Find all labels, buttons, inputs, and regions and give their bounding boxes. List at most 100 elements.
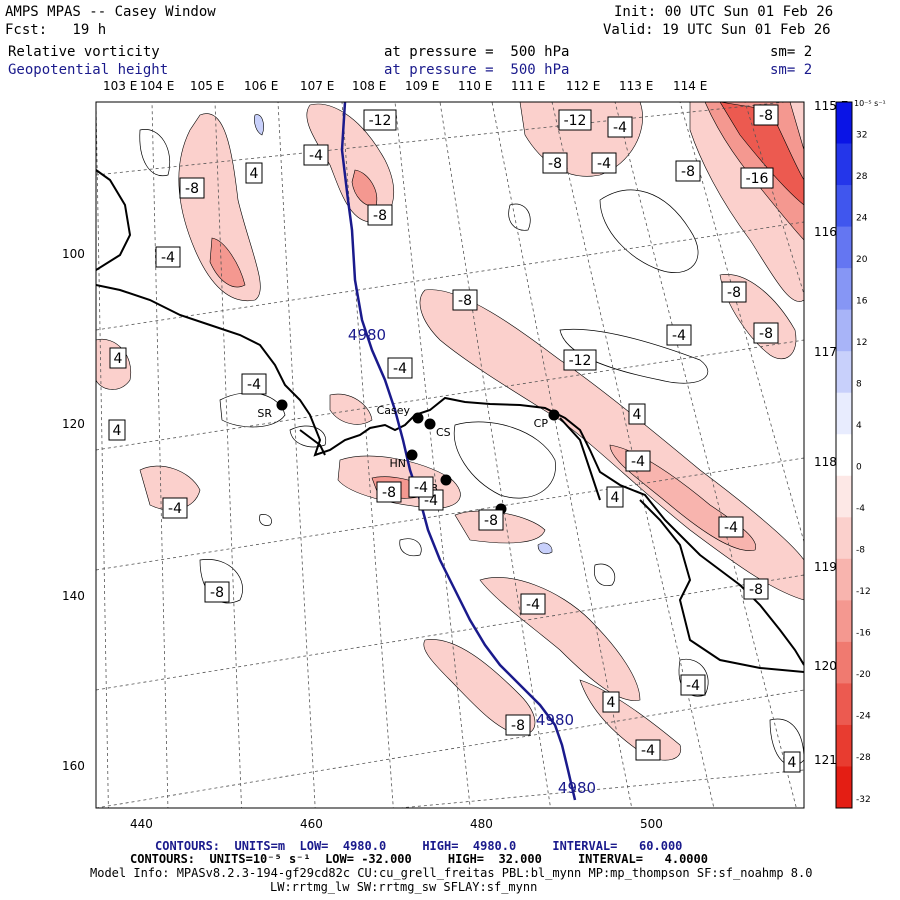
vorticity-label: 4	[611, 490, 620, 506]
lon-label-top: 105 E	[190, 79, 224, 93]
vorticity-label-box	[753, 322, 779, 344]
colorbar-label: -4	[856, 504, 865, 514]
vorticity-label-box	[680, 674, 706, 696]
station-label: CS	[436, 426, 451, 439]
vorticity-label-box	[179, 177, 205, 199]
x-tick-label: 440	[130, 817, 153, 831]
station-label: HN	[390, 457, 407, 470]
station-marker[interactable]	[440, 474, 452, 486]
vort-area	[209, 237, 246, 288]
valid-time: Valid: 19 UTC Sun 01 Feb 26	[603, 22, 831, 38]
vorticity-label-box	[607, 116, 633, 138]
vorticity-label: -12	[564, 113, 587, 129]
vorticity-label: -8	[511, 718, 525, 734]
station-marker[interactable]	[276, 399, 288, 411]
vorticity-label: -4	[247, 377, 261, 393]
colorbar-swatch	[836, 434, 852, 477]
vorticity-label: -16	[746, 171, 769, 187]
vorticity-label-box	[602, 691, 620, 713]
vorticity-label-box	[303, 144, 329, 166]
colorbar-label: -16	[856, 629, 871, 639]
vorticity-label-box	[606, 486, 624, 508]
vorticity-label-box	[740, 167, 774, 189]
colorbar-swatch	[836, 683, 852, 726]
field2-level: at pressure = 500 hPa	[384, 62, 570, 78]
height-contour-label: 4980	[536, 711, 574, 729]
vorticity-label-box	[367, 204, 393, 226]
colorbar-swatch	[836, 558, 852, 601]
vorticity-label-box	[635, 739, 661, 761]
station-marker[interactable]	[406, 449, 418, 461]
lon-label-top: 113 E	[619, 79, 653, 93]
vorticity-label: -8	[373, 208, 387, 224]
x-tick-label: 460	[300, 817, 323, 831]
colorbar-label: 8	[856, 379, 862, 389]
geopotential-contour	[340, 102, 577, 801]
plot-frame	[95, 101, 805, 809]
colorbar-swatch	[836, 392, 852, 435]
colorbar-swatch	[836, 766, 852, 809]
vorticity-label: 4	[788, 755, 797, 771]
vorticity-label: 4	[633, 407, 642, 423]
lon-label-top: 114 E	[673, 79, 707, 93]
vorticity-label: -8	[382, 485, 396, 501]
vorticity-label: 4	[114, 351, 123, 367]
y-tick-label: 140	[62, 589, 85, 603]
colorbar-swatch	[836, 143, 852, 186]
vorticity-label-box	[563, 349, 597, 371]
vorticity-label: -8	[484, 513, 498, 529]
vorticity-label: -4	[168, 501, 182, 517]
colorbar: 32 28 24 20 16 12 8 4 0 -4 -8 -12 -16 -20 -24 -28 -32 10⁻…	[835, 99, 886, 809]
vorticity-label-box	[558, 109, 592, 131]
colorbar-swatch	[836, 724, 852, 767]
vorticity-label: -4	[613, 120, 627, 136]
vorticity-label: -8	[749, 582, 763, 598]
vorticity-label: -8	[185, 181, 199, 197]
vorticity-label-box	[542, 152, 568, 174]
lon-label-top: 112 E	[566, 79, 600, 93]
vorticity-label: 4	[607, 695, 616, 711]
height-contour-label: 4980	[348, 326, 386, 344]
station-marker[interactable]	[412, 412, 424, 424]
colorbar-swatch	[836, 185, 852, 228]
lon-label-top: 108 E	[352, 79, 386, 93]
vort-area	[254, 114, 264, 136]
lon-label-top: 109 E	[405, 79, 439, 93]
vorticity-label-box	[721, 281, 747, 303]
model-title: AMPS MPAS -- Casey Window	[5, 4, 216, 20]
height-contour-label: 4980	[558, 779, 596, 797]
footer-height-contours: CONTOURS: UNITS=m LOW= 4980.0 HIGH= 4980…	[155, 839, 683, 853]
lon-label-top: 107 E	[300, 79, 334, 93]
lon-label-top: 103 E	[103, 79, 137, 93]
vorticity-label-box	[204, 581, 230, 603]
colorbar-label: -24	[856, 712, 871, 722]
vorticity-label: 4	[113, 423, 122, 439]
colorbar-swatch	[836, 102, 852, 145]
vorticity-label-box	[591, 152, 617, 174]
field1-level: at pressure = 500 hPa	[384, 44, 570, 60]
vorticity-label-box	[387, 357, 413, 379]
vorticity-label: -4	[526, 597, 540, 613]
colorbar-label: -12	[856, 587, 871, 597]
field2-name: Geopotential height	[8, 62, 169, 78]
vorticity-label-box	[478, 509, 504, 531]
vorticity-label: -4	[686, 678, 700, 694]
vorticity-label: -4	[161, 250, 175, 266]
vorticity-label: -4	[309, 148, 323, 164]
vort-area	[419, 289, 804, 601]
vorticity-label-box	[505, 714, 531, 736]
x-tick-label: 500	[640, 817, 663, 831]
vorticity-label: -4	[414, 480, 428, 496]
y-tick-label: 120	[62, 417, 85, 431]
lon-label-top: 104 E	[140, 79, 174, 93]
station-marker[interactable]	[548, 409, 560, 421]
station-label: SR	[257, 407, 272, 420]
lon-label-top: 111 E	[511, 79, 545, 93]
vort-area	[479, 577, 641, 701]
field1-name: Relative vorticity	[8, 44, 160, 60]
field2-smoothing: sm= 2	[770, 62, 813, 78]
colorbar-label: 24	[856, 213, 868, 223]
station-marker[interactable]	[424, 418, 436, 430]
vorticity-label-box	[743, 578, 769, 600]
colorbar-label: 4	[856, 421, 862, 431]
